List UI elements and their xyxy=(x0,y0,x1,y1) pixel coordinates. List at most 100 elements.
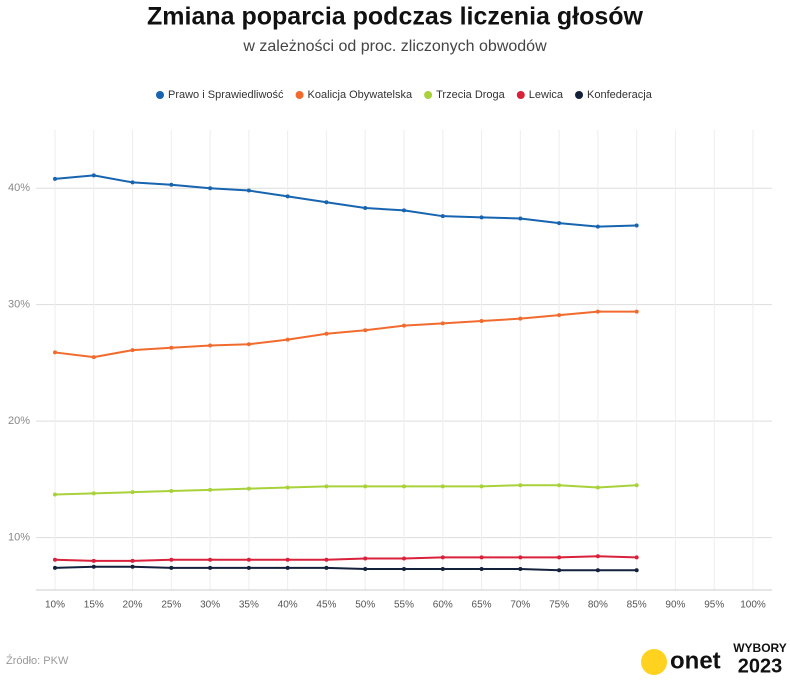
y-tick-label: 10% xyxy=(8,532,30,544)
data-point xyxy=(518,216,523,221)
x-tick-label: 65% xyxy=(472,600,492,611)
series-line xyxy=(54,484,637,496)
x-tick-label: 25% xyxy=(161,600,181,611)
legend-label: Koalicja Obywatelska xyxy=(308,89,413,101)
legend-label: Lewica xyxy=(529,89,564,101)
x-tick-label: 90% xyxy=(665,600,685,611)
data-point xyxy=(634,309,639,314)
logo-dot xyxy=(641,649,667,675)
legend-swatch xyxy=(156,91,164,99)
data-point xyxy=(363,567,368,572)
data-point xyxy=(246,486,251,491)
data-point xyxy=(285,565,290,570)
data-point xyxy=(595,568,600,573)
data-point xyxy=(557,221,562,226)
data-point xyxy=(479,555,484,560)
data-point xyxy=(557,555,562,560)
x-tick-label: 60% xyxy=(433,600,453,611)
data-point xyxy=(363,328,368,333)
data-point xyxy=(169,345,174,350)
data-point xyxy=(595,224,600,229)
data-point xyxy=(363,484,368,489)
x-tick-label: 80% xyxy=(588,600,608,611)
data-point xyxy=(169,565,174,570)
data-point xyxy=(402,567,406,572)
data-point xyxy=(53,350,57,355)
data-point xyxy=(440,567,445,572)
data-point xyxy=(324,557,329,562)
x-tick-label: 45% xyxy=(316,600,336,611)
data-point xyxy=(324,200,329,205)
y-tick-label: 30% xyxy=(8,299,30,311)
data-point xyxy=(324,331,329,336)
data-point xyxy=(363,206,368,211)
data-point xyxy=(518,316,523,321)
data-point xyxy=(169,489,174,494)
data-point xyxy=(285,485,290,490)
data-point xyxy=(595,309,600,314)
data-point xyxy=(130,564,135,569)
x-tick-label: 100% xyxy=(740,600,766,611)
data-point xyxy=(246,565,251,570)
x-tick-label: 75% xyxy=(549,600,569,611)
badge-line: 2023 xyxy=(738,655,783,677)
legend-swatch xyxy=(424,91,433,99)
data-point xyxy=(208,487,213,492)
data-point xyxy=(208,557,213,562)
legend-label: Prawo i Sprawiedliwość xyxy=(168,89,284,101)
data-point xyxy=(91,558,96,563)
data-point xyxy=(440,214,445,219)
legend-swatch xyxy=(295,91,304,99)
legend-label: Konfederacja xyxy=(587,89,653,101)
x-tick-label: 20% xyxy=(123,600,143,611)
x-tick-label: 40% xyxy=(278,600,298,611)
data-point xyxy=(130,558,135,563)
data-point xyxy=(634,568,639,573)
x-tick-label: 50% xyxy=(355,600,375,611)
x-tick-label: 55% xyxy=(394,600,414,611)
data-point xyxy=(324,565,329,570)
chart-subtitle: w zależności od proc. zliczonych obwodów xyxy=(242,38,547,55)
data-point xyxy=(557,483,562,488)
data-point xyxy=(479,215,484,220)
data-point xyxy=(285,337,290,342)
data-point xyxy=(246,188,251,193)
x-tick-label: 95% xyxy=(704,600,724,611)
data-point xyxy=(440,321,445,326)
source: Źródło: PKW xyxy=(6,654,69,667)
data-point xyxy=(402,323,406,328)
data-point xyxy=(479,567,484,572)
data-point xyxy=(634,223,639,228)
data-point xyxy=(402,484,406,489)
series-line xyxy=(54,310,637,359)
data-point xyxy=(208,186,213,191)
data-point xyxy=(285,557,290,562)
y-tick-label: 20% xyxy=(8,415,30,427)
data-point xyxy=(91,564,96,569)
x-tick-label: 10% xyxy=(45,600,65,611)
data-point xyxy=(285,194,290,199)
data-point xyxy=(208,343,213,348)
data-point xyxy=(634,555,639,560)
data-point xyxy=(557,313,562,318)
data-point xyxy=(130,180,135,185)
brand: onet xyxy=(670,647,721,674)
data-point xyxy=(91,491,96,496)
data-point xyxy=(557,568,562,573)
data-point xyxy=(53,565,57,570)
data-point xyxy=(169,557,174,562)
data-point xyxy=(479,318,484,323)
series-line xyxy=(54,174,637,228)
x-tick-label: 30% xyxy=(200,600,220,611)
data-point xyxy=(246,342,251,347)
x-tick-label: 15% xyxy=(84,600,104,611)
data-point xyxy=(208,565,213,570)
data-point xyxy=(634,483,639,488)
data-point xyxy=(479,484,484,489)
data-point xyxy=(169,182,174,187)
data-point xyxy=(440,484,445,489)
data-point xyxy=(246,557,251,562)
x-tick-label: 85% xyxy=(627,600,647,611)
chart-title: Zmiana poparcia podczas liczenia głosów xyxy=(147,3,644,31)
